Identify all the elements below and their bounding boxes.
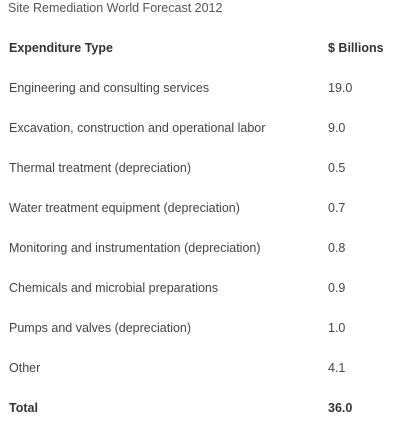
table-caption: Site Remediation World Forecast 2012 xyxy=(8,1,223,15)
row-type: Excavation, construction and operational… xyxy=(9,121,266,135)
row-value: 0.7 xyxy=(328,201,346,215)
table-row: Monitoring and instrumentation (deprecia… xyxy=(0,228,392,268)
table-row: Chemicals and microbial preparations 0.9 xyxy=(0,268,392,308)
row-type: Engineering and consulting services xyxy=(9,81,210,95)
total-value: 36.0 xyxy=(328,401,353,415)
table-row: Other 4.1 xyxy=(0,348,392,388)
row-type: Monitoring and instrumentation (deprecia… xyxy=(9,241,261,255)
header-expenditure-type: Expenditure Type xyxy=(9,41,113,55)
row-value: 0.5 xyxy=(328,161,346,175)
row-value: 4.1 xyxy=(328,361,346,375)
table-row: Water treatment equipment (depreciation)… xyxy=(0,188,392,228)
row-value: 9.0 xyxy=(328,121,346,135)
total-row: Total 36.0 xyxy=(0,388,392,428)
table-row: Thermal treatment (depreciation) 0.5 xyxy=(0,148,392,188)
forecast-table: Expenditure Type $ Billions Engineering … xyxy=(0,28,392,428)
row-type: Pumps and valves (depreciation) xyxy=(9,321,192,335)
row-value: 19.0 xyxy=(328,81,353,95)
table-row: Pumps and valves (depreciation) 1.0 xyxy=(0,308,392,348)
row-value: 1.0 xyxy=(328,321,346,335)
table-row: Engineering and consulting services 19.0 xyxy=(0,68,392,108)
header-billions: $ Billions xyxy=(328,41,384,55)
table-row: Excavation, construction and operational… xyxy=(0,108,392,148)
table-header-row: Expenditure Type $ Billions xyxy=(0,28,392,68)
total-label: Total xyxy=(9,401,38,415)
row-value: 0.8 xyxy=(328,241,346,255)
row-type: Thermal treatment (depreciation) xyxy=(9,161,192,175)
row-type: Water treatment equipment (depreciation) xyxy=(9,201,240,215)
row-value: 0.9 xyxy=(328,281,346,295)
row-type: Chemicals and microbial preparations xyxy=(9,281,219,295)
row-type: Other xyxy=(9,361,41,375)
